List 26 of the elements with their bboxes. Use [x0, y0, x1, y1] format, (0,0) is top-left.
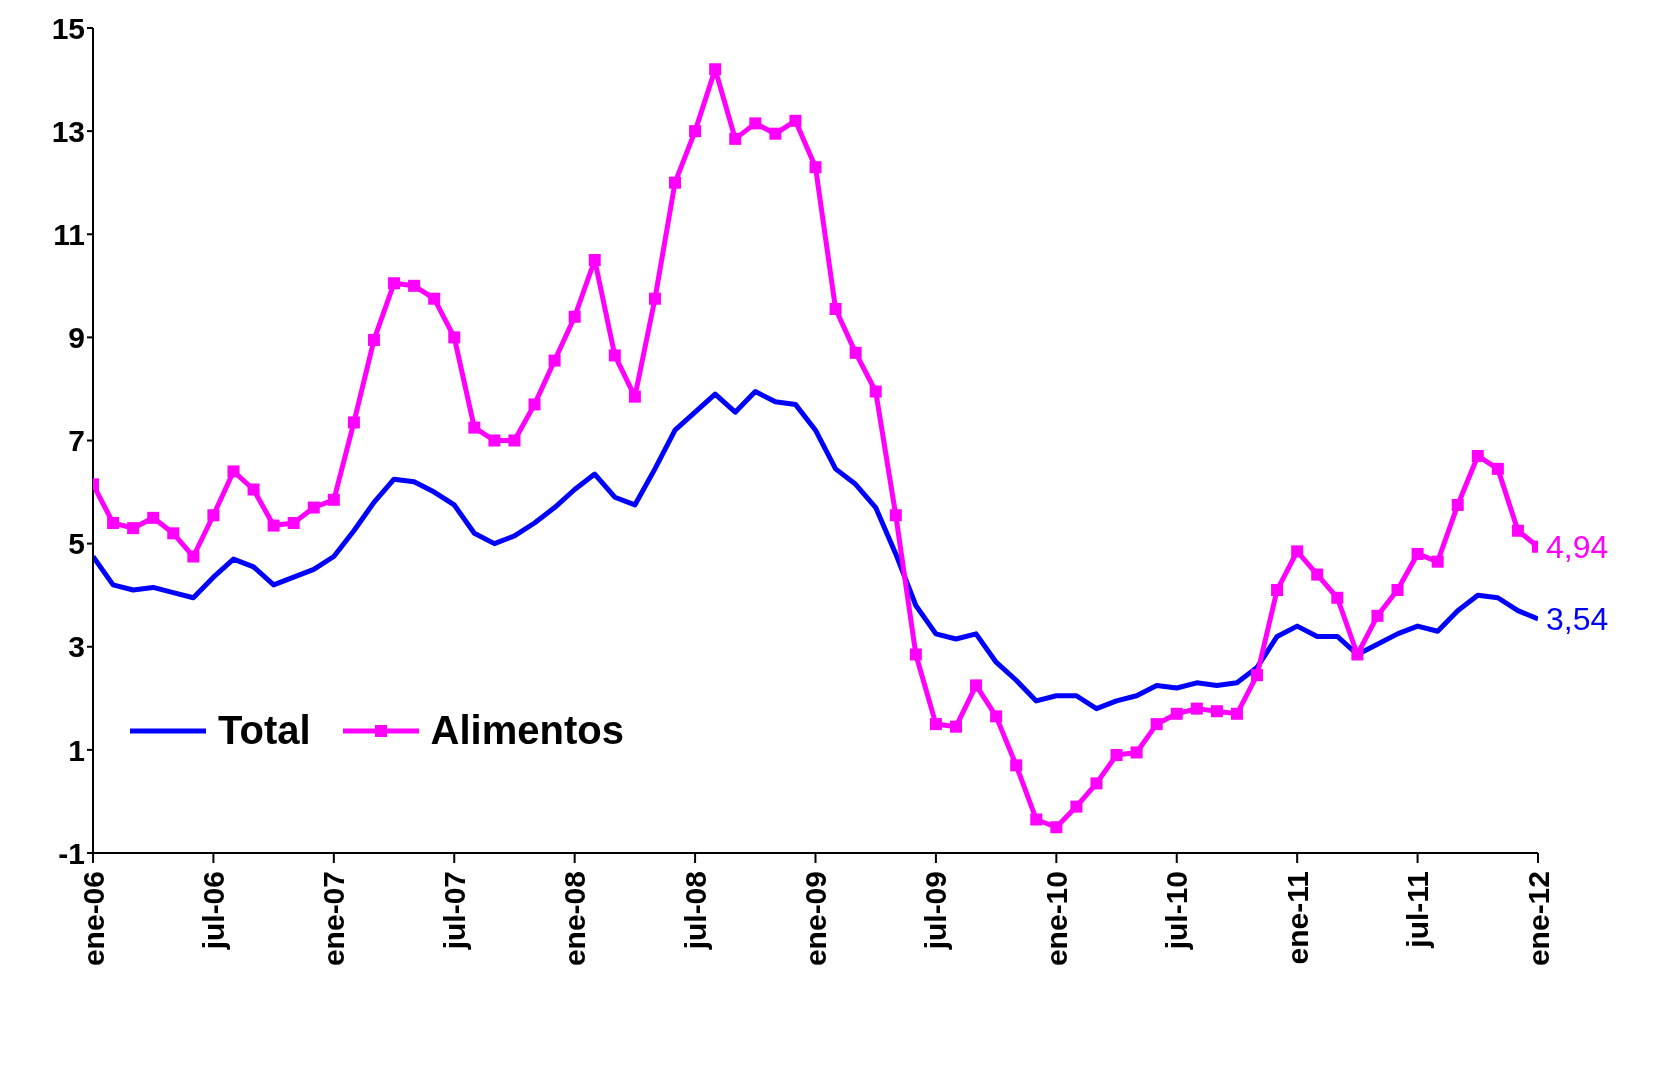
- x-tick-label: jul-09: [919, 871, 953, 951]
- x-tick-label: ene-09: [799, 871, 832, 967]
- x-tick-label: jul-11: [1401, 871, 1435, 949]
- x-tick-label: jul-08: [678, 871, 712, 951]
- y-tick-label: 9: [68, 321, 85, 355]
- x-tick-label: jul-06: [196, 871, 230, 951]
- x-tick-label: ene-07: [317, 871, 351, 967]
- legend-label: Total: [218, 708, 311, 753]
- y-tick-label: 5: [68, 527, 85, 561]
- y-tick-label: 7: [68, 424, 85, 458]
- y-tick-label: 13: [51, 114, 85, 148]
- y-tick-label: 11: [53, 217, 85, 251]
- y-tick-label: 1: [68, 733, 85, 767]
- y-tick-label: 15: [51, 11, 85, 45]
- x-tick-label: jul-07: [437, 871, 471, 951]
- x-tick-label: ene-11: [1280, 871, 1314, 965]
- x-tick-label: jul-10: [1160, 871, 1194, 951]
- x-tick-label: ene-12: [1521, 871, 1555, 967]
- legend-label: Alimentos: [430, 708, 624, 753]
- y-tick-label: -1: [58, 836, 85, 870]
- x-tick-label: ene-10: [1039, 871, 1073, 967]
- annotation: 4,94: [1546, 529, 1609, 566]
- y-tick-label: 3: [68, 630, 85, 664]
- x-tick-label: ene-06: [76, 871, 110, 967]
- x-tick-label: ene-08: [558, 871, 592, 967]
- annotation: 3,54: [1546, 601, 1609, 638]
